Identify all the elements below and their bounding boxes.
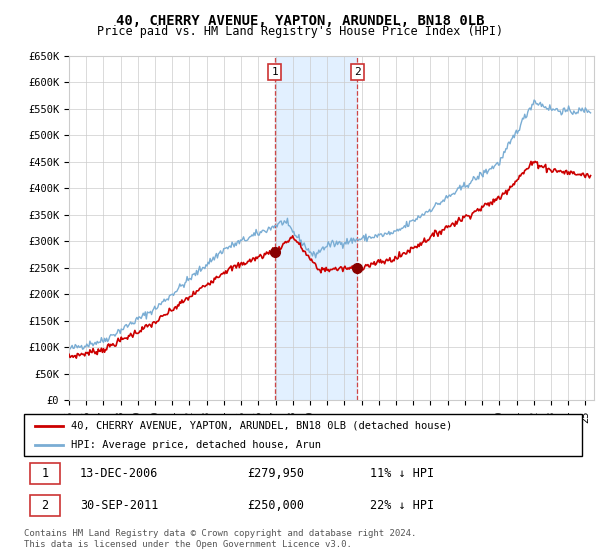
Text: £250,000: £250,000 bbox=[247, 499, 304, 512]
Bar bbox=[275, 56, 358, 400]
Text: 22% ↓ HPI: 22% ↓ HPI bbox=[370, 499, 434, 512]
Text: HPI: Average price, detached house, Arun: HPI: Average price, detached house, Arun bbox=[71, 440, 322, 450]
Text: 40, CHERRY AVENUE, YAPTON, ARUNDEL, BN18 0LB: 40, CHERRY AVENUE, YAPTON, ARUNDEL, BN18… bbox=[116, 14, 484, 28]
Bar bbox=[29, 463, 60, 484]
Text: 13-DEC-2006: 13-DEC-2006 bbox=[80, 467, 158, 480]
Text: 11% ↓ HPI: 11% ↓ HPI bbox=[370, 467, 434, 480]
Text: Price paid vs. HM Land Registry's House Price Index (HPI): Price paid vs. HM Land Registry's House … bbox=[97, 25, 503, 38]
Text: 30-SEP-2011: 30-SEP-2011 bbox=[80, 499, 158, 512]
Bar bbox=[29, 495, 60, 516]
Text: Contains HM Land Registry data © Crown copyright and database right 2024.
This d: Contains HM Land Registry data © Crown c… bbox=[24, 529, 416, 549]
Text: 2: 2 bbox=[41, 499, 49, 512]
Text: 1: 1 bbox=[41, 467, 49, 480]
Text: 1: 1 bbox=[271, 67, 278, 77]
Text: £279,950: £279,950 bbox=[247, 467, 304, 480]
Text: 40, CHERRY AVENUE, YAPTON, ARUNDEL, BN18 0LB (detached house): 40, CHERRY AVENUE, YAPTON, ARUNDEL, BN18… bbox=[71, 421, 452, 431]
Text: 2: 2 bbox=[354, 67, 361, 77]
